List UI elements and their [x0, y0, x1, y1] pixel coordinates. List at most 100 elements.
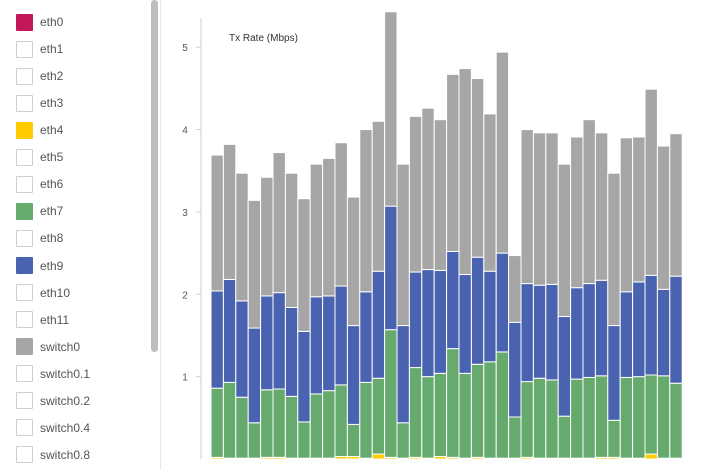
bar-eth7-6[interactable] [284, 395, 299, 459]
bar-eth9-4[interactable] [260, 295, 274, 391]
bar-eth9-23[interactable] [495, 252, 510, 353]
legend-swatch[interactable] [16, 121, 33, 139]
legend-swatch[interactable] [16, 67, 33, 85]
legend-item-switch0-4[interactable]: switch0.4 [16, 419, 90, 437]
bar-switch0-28[interactable] [557, 163, 572, 318]
bar-eth9-14[interactable] [384, 205, 398, 331]
legend-item-eth1[interactable]: eth1 [16, 40, 63, 58]
bar-eth7-26[interactable] [532, 377, 547, 459]
legend-swatch[interactable] [16, 392, 33, 410]
bar-switch0-21[interactable] [470, 77, 485, 258]
legend-item-eth9[interactable]: eth9 [16, 257, 63, 275]
bar-eth7-27[interactable] [545, 379, 559, 459]
bar-eth7-2[interactable] [235, 396, 249, 459]
bar-eth7-5[interactable] [272, 388, 286, 458]
bar-eth9-7[interactable] [297, 330, 311, 423]
bar-switch0-20[interactable] [458, 68, 472, 276]
legend-scrollbar-thumb[interactable] [151, 0, 158, 352]
bar-eth9-26[interactable] [532, 284, 547, 379]
legend-swatch[interactable] [16, 257, 33, 275]
legend-item-eth7[interactable]: eth7 [16, 202, 63, 220]
legend-swatch[interactable] [16, 419, 33, 437]
bar-eth7-10[interactable] [334, 384, 348, 458]
bar-eth7-22[interactable] [483, 361, 497, 459]
legend-swatch[interactable] [16, 311, 33, 329]
bar-eth9-11[interactable] [346, 325, 361, 425]
bar-switch0-16[interactable] [408, 115, 423, 273]
bar-eth9-18[interactable] [433, 269, 448, 374]
bar-eth9-15[interactable] [396, 325, 410, 424]
bar-eth7-24[interactable] [508, 416, 522, 459]
legend-item-switch0[interactable]: switch0 [16, 338, 80, 356]
bar-switch0-31[interactable] [594, 132, 609, 281]
bar-eth9-22[interactable] [483, 270, 497, 363]
bar-eth7-3[interactable] [247, 422, 262, 459]
legend-item-switch0-2[interactable]: switch0.2 [16, 392, 90, 410]
bar-eth7-23[interactable] [495, 351, 510, 459]
bar-eth9-36[interactable] [656, 288, 671, 377]
bar-eth9-16[interactable] [408, 271, 423, 369]
bar-switch0-22[interactable] [483, 113, 497, 272]
bar-eth7-30[interactable] [582, 376, 596, 459]
bar-eth7-7[interactable] [297, 421, 311, 459]
bar-eth7-14[interactable] [384, 329, 398, 458]
bar-switch0-30[interactable] [582, 119, 596, 285]
bar-eth9-30[interactable] [582, 283, 596, 378]
bar-eth7-28[interactable] [557, 415, 572, 459]
bar-switch0-18[interactable] [433, 119, 448, 271]
legend-item-eth5[interactable]: eth5 [16, 148, 63, 166]
bar-eth9-9[interactable] [322, 295, 336, 392]
bar-switch0-13[interactable] [371, 120, 386, 272]
bar-switch0-7[interactable] [297, 198, 311, 332]
bar-eth9-19[interactable] [446, 250, 460, 350]
bar-eth7-32[interactable] [607, 419, 621, 458]
bar-switch0-15[interactable] [396, 163, 410, 327]
bar-eth7-29[interactable] [570, 378, 584, 459]
bar-eth9-13[interactable] [371, 270, 386, 379]
bar-eth7-17[interactable] [421, 376, 435, 459]
bar-eth9-0[interactable] [210, 290, 224, 389]
bar-switch0-11[interactable] [346, 196, 361, 327]
legend-swatch[interactable] [16, 202, 33, 220]
legend-item-eth0[interactable]: eth0 [16, 13, 63, 31]
bar-eth9-3[interactable] [247, 327, 262, 424]
bar-eth9-24[interactable] [508, 321, 522, 418]
bar-eth9-12[interactable] [359, 291, 373, 383]
bar-eth7-36[interactable] [656, 375, 671, 459]
bar-eth7-18[interactable] [433, 372, 448, 458]
bar-switch0-23[interactable] [495, 51, 510, 254]
legend-swatch[interactable] [16, 446, 33, 464]
bar-eth9-35[interactable] [644, 274, 658, 376]
bar-eth9-32[interactable] [607, 325, 621, 421]
legend-swatch[interactable] [16, 365, 33, 383]
legend-item-eth8[interactable]: eth8 [16, 229, 63, 247]
bar-switch0-25[interactable] [520, 129, 534, 285]
bar-eth9-6[interactable] [284, 306, 299, 397]
bar-switch0-8[interactable] [309, 163, 324, 298]
bar-eth7-37[interactable] [669, 382, 683, 459]
bar-switch0-19[interactable] [446, 73, 460, 252]
legend-swatch[interactable] [16, 148, 33, 166]
bar-eth9-27[interactable] [545, 283, 559, 381]
legend-swatch[interactable] [16, 13, 33, 31]
bar-eth7-31[interactable] [594, 375, 609, 458]
bar-eth9-5[interactable] [272, 292, 286, 390]
legend-swatch[interactable] [16, 284, 33, 302]
bar-switch0-3[interactable] [247, 199, 262, 329]
bar-switch0-26[interactable] [532, 132, 547, 286]
bar-eth7-35[interactable] [644, 374, 658, 455]
bar-eth9-33[interactable] [619, 291, 634, 378]
legend-item-eth11[interactable]: eth11 [16, 311, 69, 329]
bar-switch0-35[interactable] [644, 88, 658, 276]
bar-eth9-31[interactable] [594, 279, 609, 377]
bar-eth7-13[interactable] [371, 377, 386, 455]
bar-eth9-21[interactable] [470, 256, 485, 365]
bar-eth7-21[interactable] [470, 363, 485, 458]
bar-eth7-0[interactable] [210, 387, 224, 458]
bar-switch0-29[interactable] [570, 136, 584, 289]
legend-item-switch0-1[interactable]: switch0.1 [16, 365, 90, 383]
bar-eth7-11[interactable] [346, 423, 361, 458]
bar-switch0-32[interactable] [607, 172, 621, 327]
bar-eth7-4[interactable] [260, 389, 274, 458]
legend-swatch[interactable] [16, 40, 33, 58]
